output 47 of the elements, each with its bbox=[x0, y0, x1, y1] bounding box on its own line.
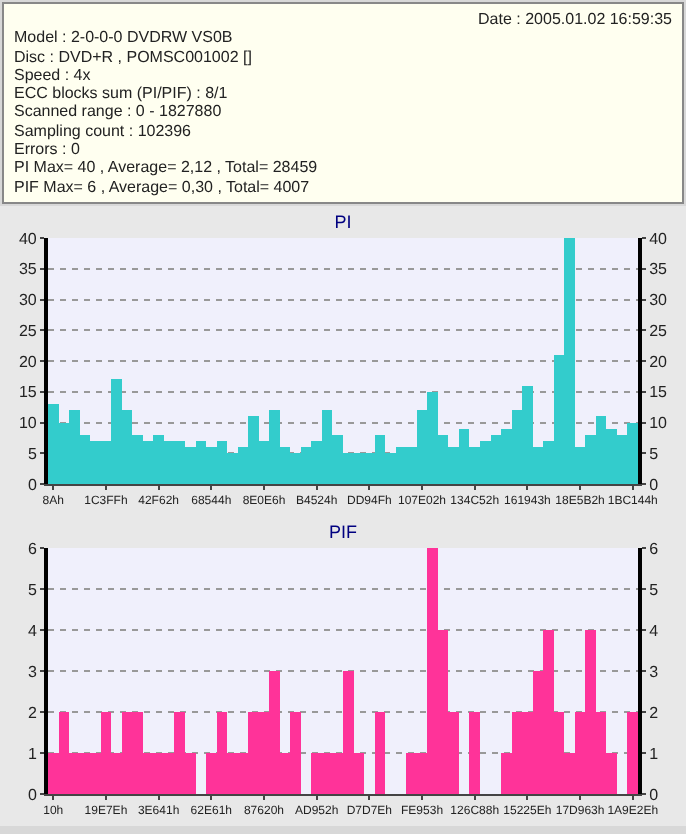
text: ECC blocks sum (PI/PIF) : 8/1 bbox=[14, 84, 230, 103]
y-tick-label: 3 bbox=[27, 662, 38, 681]
y-tick-label: 40 bbox=[18, 229, 38, 248]
y2-tick-label: 25 bbox=[649, 321, 669, 340]
y2-tick-label: 2 bbox=[649, 703, 660, 722]
text: Model : 2-0-0-0 DVDRW VS0B bbox=[14, 28, 235, 48]
y-tick-label: 1 bbox=[27, 744, 38, 763]
text: PIF Max= 6 , Average= 0,30 , Total= 4007 bbox=[14, 177, 312, 196]
y2-tick-label: 10 bbox=[649, 414, 669, 433]
text: Errors : 0 bbox=[14, 140, 82, 159]
y-tick-label: 5 bbox=[27, 444, 38, 463]
y-tick-label: 35 bbox=[18, 260, 38, 279]
y2-tick-label: 6 bbox=[649, 539, 660, 558]
text: Date : 2005.01.02 16:59:35 bbox=[476, 10, 672, 29]
y2-tick-label: 5 bbox=[649, 580, 660, 599]
y-tick-label: 6 bbox=[27, 539, 38, 558]
bar bbox=[374, 711, 386, 794]
y2-tick-label: 30 bbox=[649, 291, 669, 310]
y2-tick-label: 4 bbox=[649, 621, 660, 640]
y2-tick-label: 20 bbox=[649, 352, 669, 371]
y-tick-label: 4 bbox=[27, 621, 38, 640]
y2-tick-label: 0 bbox=[649, 475, 660, 494]
text: Speed : 4x bbox=[14, 65, 93, 85]
y-tick-label: 0 bbox=[27, 475, 38, 494]
y-tick-label: 25 bbox=[18, 321, 38, 340]
text: Sampling count : 102396 bbox=[14, 121, 194, 141]
y2-tick-label: 40 bbox=[649, 229, 669, 248]
y2-tick-label: 35 bbox=[649, 260, 669, 279]
y2-tick-label: 0 bbox=[649, 785, 660, 804]
text: PI Max= 40 , Average= 2,12 , Total= 28459 bbox=[14, 158, 320, 178]
chart-title: PIF bbox=[328, 521, 358, 542]
y2-tick-label: 5 bbox=[649, 444, 660, 463]
y2-tick-label: 3 bbox=[649, 662, 660, 681]
chart-title: PI bbox=[334, 211, 352, 232]
bar bbox=[627, 711, 638, 794]
y-tick-label: 2 bbox=[27, 703, 38, 722]
y2-tick-label: 15 bbox=[649, 383, 669, 402]
text: Scanned range : 0 - 1827880 bbox=[14, 102, 224, 122]
y-tick-label: 20 bbox=[18, 352, 38, 371]
y-tick-label: 15 bbox=[18, 383, 38, 402]
y-tick-label: 30 bbox=[18, 291, 38, 310]
text: Disc : DVD+R , POMSC001002 [] bbox=[14, 47, 254, 66]
y-tick-label: 0 bbox=[27, 785, 38, 804]
y2-tick-label: 1 bbox=[649, 744, 660, 763]
y-tick-label: 5 bbox=[27, 580, 38, 599]
bar bbox=[469, 711, 480, 794]
y-tick-label: 10 bbox=[18, 414, 38, 433]
